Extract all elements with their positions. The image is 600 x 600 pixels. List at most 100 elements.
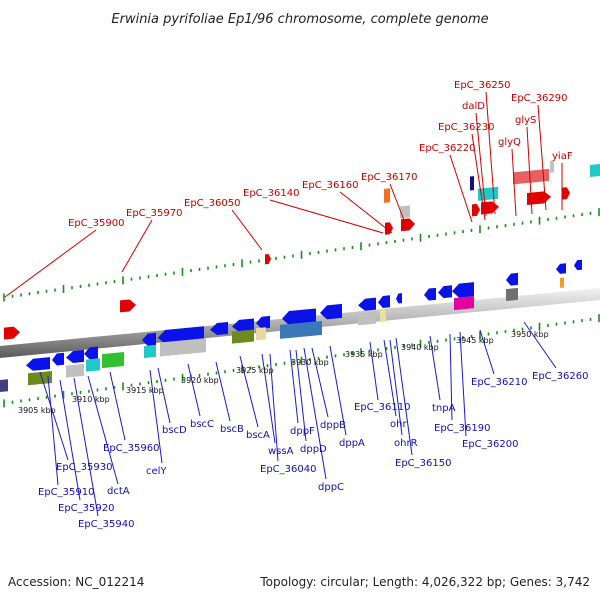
gene-block	[28, 370, 52, 386]
bottom-leader-line	[261, 353, 276, 444]
genome-summary-text: Topology: circular; Length: 4,026,322 bp…	[259, 575, 590, 589]
reverse-gene	[378, 295, 390, 308]
top-leader-line	[526, 126, 533, 215]
gene-features	[0, 160, 600, 392]
bottom-leader-line	[87, 375, 119, 485]
reverse-gene	[256, 315, 270, 329]
axis-tracks	[3, 208, 600, 408]
gene-block	[102, 352, 124, 369]
forward-gene-block	[590, 163, 600, 177]
gene-label: EpC_36110	[354, 402, 410, 413]
gene-label: EpC_36230	[438, 122, 494, 133]
bottom-leader-line	[59, 379, 81, 501]
gene-label: EpC_36050	[184, 198, 240, 209]
top-leader-line	[121, 219, 153, 273]
reverse-gene	[396, 293, 402, 304]
top-leader-line	[449, 154, 473, 223]
bottom-leader-line	[47, 375, 59, 486]
gene-block	[86, 358, 100, 372]
gene-block	[384, 188, 390, 203]
forward-gene	[265, 254, 271, 265]
top-leader-line	[4, 229, 97, 298]
bottom-leader-line	[429, 335, 441, 401]
gene-label: EpC_35910	[38, 487, 94, 498]
gene-block	[358, 311, 376, 326]
gene-label: EpC_35970	[126, 208, 182, 219]
gene-label: EpC_35940	[78, 519, 134, 530]
reverse-gene	[282, 308, 316, 326]
bottom-leader-line	[39, 371, 69, 461]
reverse-gene	[210, 321, 228, 336]
bottom-leader-line	[73, 377, 99, 517]
gene-block	[454, 296, 474, 311]
bottom-leader-line	[329, 345, 347, 436]
gene-label: yiaF	[552, 151, 573, 162]
gene-label: EpC_36200	[462, 439, 518, 450]
bottom-leader-line	[311, 347, 329, 418]
top-gene-labels: EpC_35900 EpC_35970 EpC_36050 EpC_36140 …	[68, 80, 573, 229]
bottom-leader-line	[215, 361, 231, 422]
gene-label: wssA	[268, 446, 294, 457]
gene-block	[550, 160, 554, 173]
reverse-gene	[320, 303, 342, 320]
gene-label: EpC_36250	[454, 80, 510, 91]
kbp-label: 3910 kbp	[72, 395, 110, 404]
leader-lines	[4, 91, 563, 517]
gene-block	[66, 363, 84, 378]
gene-label: bscC	[190, 419, 214, 430]
forward-gene-block	[513, 168, 549, 185]
bottom-leader-line	[239, 355, 259, 428]
gene-label: EpC_35900	[68, 218, 124, 229]
reverse-gene	[358, 297, 376, 311]
reverse-gene	[232, 318, 254, 332]
gene-label: glyS	[515, 115, 536, 126]
gene-label: dppA	[339, 438, 365, 449]
forward-gene	[562, 187, 570, 200]
gene-label: EpC_36150	[395, 458, 451, 469]
map-title: Erwinia pyrifoliae Ep1/96 chromosome, co…	[111, 12, 488, 27]
top-leader-line	[269, 199, 384, 234]
reverse-gene	[506, 272, 518, 286]
gene-label: EpC_36260	[532, 371, 588, 382]
top-leader-line	[511, 148, 517, 217]
forward-gene	[120, 299, 136, 313]
gene-label: tnpA	[432, 403, 456, 414]
forward-gene	[401, 218, 415, 232]
bottom-leader-line	[449, 333, 453, 421]
kbp-label: 3950 kbp	[511, 330, 549, 339]
gene-label: EpC_36210	[471, 377, 527, 388]
top-leader-line	[537, 104, 547, 211]
gene-label: dctA	[107, 486, 130, 497]
reverse-gene	[438, 285, 452, 299]
gene-label: dppB	[320, 420, 346, 431]
kbp-label: 3930 kbp	[291, 358, 329, 367]
accession-text: Accession: NC_012214	[8, 575, 144, 589]
gene-block	[160, 338, 206, 357]
gene-block	[144, 344, 156, 359]
gene-label: dppC	[318, 482, 344, 493]
gene-block	[280, 320, 322, 339]
gene-block	[256, 327, 266, 341]
kbp-labels: 3905 kbp 3910 kbp 3915 kbp 3920 kbp 3925…	[18, 330, 549, 415]
bottom-leader-line	[369, 341, 379, 401]
gene-label: EpC_36290	[511, 93, 567, 104]
reverse-gene	[142, 332, 156, 346]
gene-label: bscA	[246, 430, 270, 441]
gene-label: EpC_36190	[434, 423, 490, 434]
reverse-gene	[52, 352, 64, 366]
gene-label: ohr	[390, 419, 407, 430]
forward-gene	[472, 203, 480, 217]
kbp-label: 3915 kbp	[126, 386, 164, 395]
reverse-gene	[26, 357, 50, 371]
gene-label: dalD	[462, 101, 485, 112]
reverse-gene	[424, 287, 436, 301]
top-leader-line	[231, 209, 263, 251]
gene-label: EpC_36140	[243, 188, 299, 199]
kbp-label: 3905 kbp	[18, 406, 56, 415]
reverse-gene	[84, 346, 98, 360]
bottom-leader-line	[389, 339, 403, 436]
gene-block	[560, 277, 564, 288]
gene-label: EpC_35920	[58, 503, 114, 514]
kbp-label: 3925 kbp	[236, 366, 274, 375]
